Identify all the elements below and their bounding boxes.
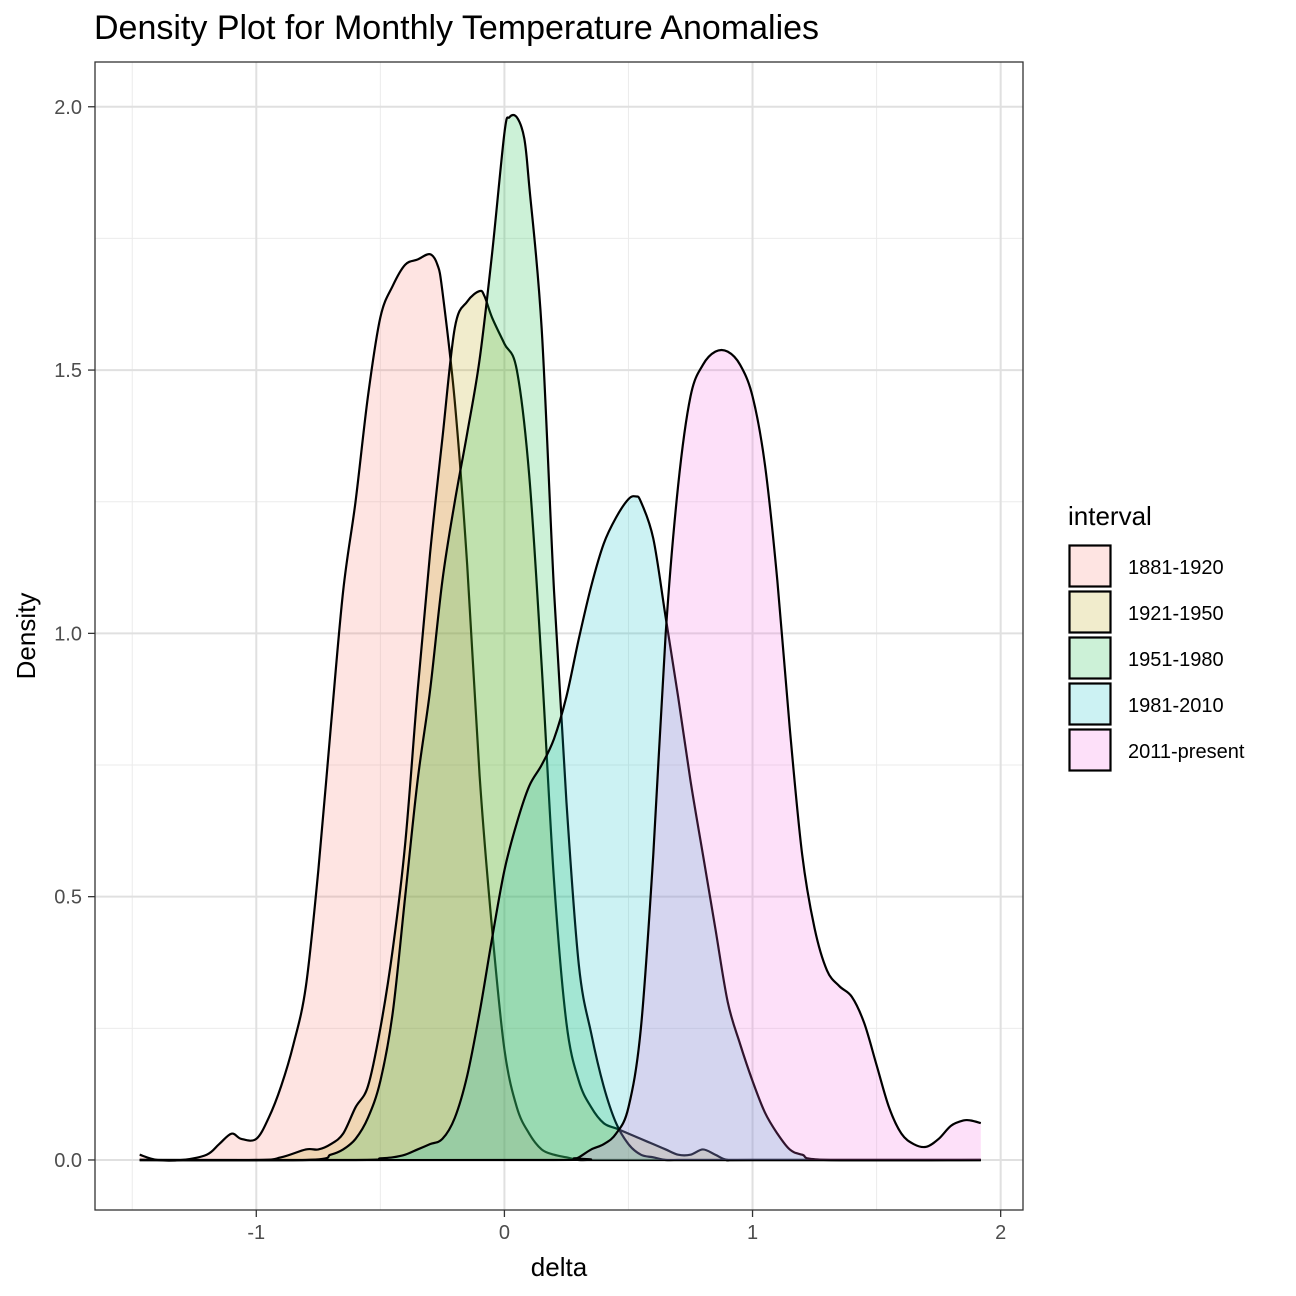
legend-key-1951-1980 [1068,636,1112,680]
density-area-1951-1980 [139,114,981,1161]
density-area-1921-1950 [139,290,981,1161]
legend-label: 1881-1920 [1128,557,1224,579]
legend-key-swatch [1068,728,1112,772]
axes: -1 0 1 2 0.0 0.5 1.0 1.5 2.0 [54,97,1006,1244]
legend-key-background [1068,590,1112,634]
plot-panel-border [94,61,1024,1211]
x-tick-label: 0 [499,1222,510,1244]
y-tick-label: 0.5 [54,887,82,909]
y-axis-title: Density [11,593,41,680]
legend-key-background [1068,682,1112,726]
legend-label: 2011-present [1128,741,1245,763]
legend-key-swatch [1068,682,1112,726]
legend-key-background [1068,636,1112,680]
legend-key-2011-present [1068,728,1112,772]
density-area-2011-present [139,349,981,1161]
x-tick-label: 2 [995,1222,1006,1244]
y-tick-label: 2.0 [54,97,82,119]
legend-key-swatch [1068,544,1112,588]
legend-label: 1951-1980 [1128,649,1224,671]
legend-key-swatch [1068,636,1112,680]
legend-label: 1921-1950 [1128,603,1224,625]
y-tick-label: 1.0 [54,623,82,645]
grid-lines [95,62,1023,1210]
legend-key-1981-2010 [1068,682,1112,726]
density-area-1881-1920 [139,254,981,1161]
density-area-1981-2010 [139,496,981,1161]
density-curves [139,113,982,1162]
legend-key-1921-1950 [1068,590,1112,634]
x-axis-title: delta [531,1252,588,1282]
y-tick-label: 0.0 [54,1150,82,1172]
legend-key-background [1068,728,1112,772]
density-line-1921-1950 [139,289,981,1162]
legend: interval 1881-1920 1921-1950 1951-1980 1981… [1068,501,1245,772]
density-line-2011-present [139,348,982,1162]
legend-title: interval [1068,501,1152,531]
legend-key-1881-1920 [1068,544,1112,588]
x-tick-label: -1 [247,1222,265,1244]
density-line-1981-2010 [139,495,981,1162]
legend-label: 1981-2010 [1128,695,1224,717]
x-tick-label: 1 [747,1222,758,1244]
chart-title: Density Plot for Monthly Temperature Ano… [94,9,819,47]
legend-key-background [1068,544,1112,588]
y-tick-label: 1.5 [54,360,82,382]
legend-key-swatch [1068,590,1112,634]
density-line-1951-1980 [139,113,981,1162]
